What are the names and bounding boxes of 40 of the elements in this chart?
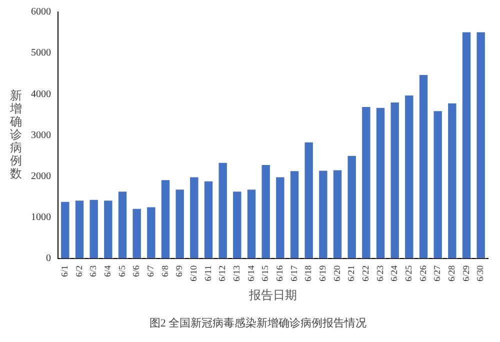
y-tick-label: 5000 xyxy=(31,48,51,59)
x-tick-label: 6/1 xyxy=(60,265,70,277)
x-tick-label: 6/13 xyxy=(232,264,242,282)
y-tick-label: 1000 xyxy=(31,212,51,223)
x-tick-label: 6/26 xyxy=(418,264,428,282)
x-tick-label: 6/12 xyxy=(217,265,228,282)
x-tick-label: 6/15 xyxy=(260,264,270,282)
x-tick-label: 6/27 xyxy=(432,264,442,282)
x-tick-label: 6/14 xyxy=(246,264,256,282)
x-tick-label: 6/24 xyxy=(389,264,400,282)
x-tick-label: 6/22 xyxy=(360,265,371,282)
y-tick-label: 0 xyxy=(46,253,51,264)
x-tick-label: 6/7 xyxy=(146,264,156,277)
y-tick-label: 6000 xyxy=(31,6,51,18)
text: 图2 全国新冠病毒感染新增确诊病例报告情况 xyxy=(149,316,367,330)
y-tick-label: 4000 xyxy=(31,88,51,100)
y-tick-label: 2000 xyxy=(31,170,51,182)
x-tick-label: 6/28 xyxy=(446,264,457,282)
x-tick-label: 6/21 xyxy=(346,265,356,282)
x-tick-label: 6/10 xyxy=(188,264,199,282)
x-tick-label: 6/29 xyxy=(460,264,471,282)
x-tick-label: 6/6 xyxy=(131,264,142,277)
x-tick-label: 6/25 xyxy=(404,264,414,282)
x-tick-label: 6/3 xyxy=(88,264,98,277)
y-tick-label: 3000 xyxy=(31,130,51,141)
x-tick-label: 6/5 xyxy=(116,264,127,277)
x-axis-title: 报告日期 xyxy=(248,288,297,302)
x-tick-label: 6/2 xyxy=(74,265,84,277)
x-tick-label: 6/4 xyxy=(102,264,113,277)
x-tick-label: 6/8 xyxy=(160,264,170,277)
x-tick-label: 6/18 xyxy=(303,264,314,282)
x-tick-label: 6/16 xyxy=(274,264,285,282)
x-tick-label: 6/20 xyxy=(332,264,342,282)
x-tick-label: 6/9 xyxy=(174,264,184,277)
x-tick-label: 6/19 xyxy=(318,264,328,282)
x-tick-label: 6/11 xyxy=(202,265,213,282)
x-tick-label: 6/23 xyxy=(374,264,385,282)
x-tick-label: 6/17 xyxy=(288,264,299,282)
y-axis-title: 新增确诊病例数 xyxy=(9,88,22,180)
x-tick-label: 6/30 xyxy=(475,264,486,282)
